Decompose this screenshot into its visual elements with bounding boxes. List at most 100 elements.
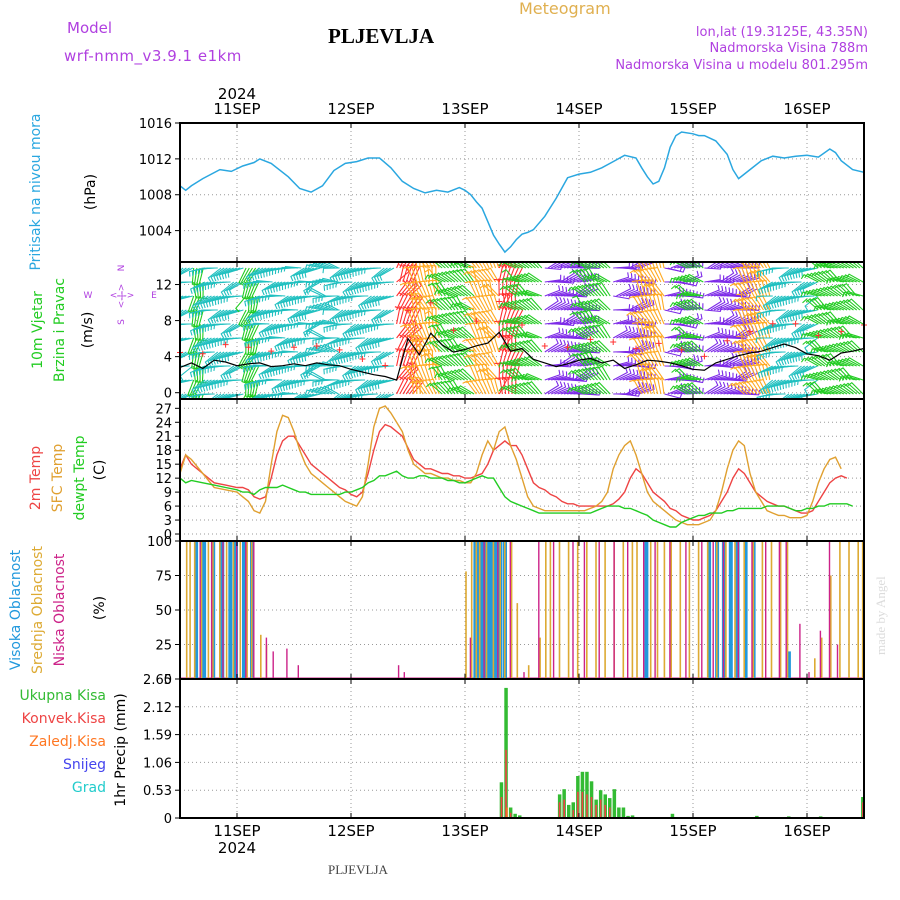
y-tick-label: 8 <box>164 315 172 330</box>
y-tick-label: 12 <box>155 472 172 487</box>
x-tick-label: 15SEP <box>669 100 716 118</box>
wind-barb <box>414 334 421 353</box>
wind-barb <box>296 280 315 286</box>
wind-barb <box>220 365 235 381</box>
wind-barb <box>514 292 533 298</box>
wind-barb <box>504 318 523 325</box>
wind-barb <box>501 348 508 367</box>
panel-frame <box>179 540 865 680</box>
gust-marker <box>541 342 548 349</box>
wind-barb <box>254 309 270 322</box>
wind-barb <box>256 393 273 399</box>
mid-cloud-bar <box>260 634 262 679</box>
wind-barb <box>225 365 241 380</box>
wind-barb <box>295 267 312 280</box>
wind-barb <box>648 321 656 339</box>
wind-barb <box>594 298 611 311</box>
wind-barb <box>279 379 296 392</box>
wind-barb <box>593 365 608 381</box>
mid-cloud-bar <box>246 541 248 679</box>
wind-barb <box>416 337 431 353</box>
mid-cloud-bar <box>663 541 666 679</box>
wind-barb <box>506 284 524 297</box>
wind-barb <box>747 353 764 367</box>
wind-barb <box>566 345 585 353</box>
wind-barb <box>582 367 598 381</box>
wind-barb <box>521 356 539 367</box>
y-tick-label: 1016 <box>139 117 172 132</box>
wind-barb <box>781 365 799 372</box>
wind-barb <box>237 351 247 370</box>
wind-barb <box>493 278 500 297</box>
wind-barb <box>474 262 481 269</box>
wind-barb <box>445 353 462 367</box>
wind-barb <box>628 337 643 353</box>
x-tick-label: 12SEP <box>327 822 374 840</box>
wind-barb <box>514 274 533 283</box>
wind-barb <box>629 371 646 381</box>
mid-cloud-bar <box>200 541 203 679</box>
wind-barb <box>644 267 659 283</box>
wind-barb <box>498 344 517 353</box>
wind-barb <box>626 311 643 325</box>
wind-barb <box>334 309 350 324</box>
wind-barb <box>524 373 543 381</box>
wind-barb <box>246 323 254 342</box>
y-tick-label: 0 <box>164 812 172 827</box>
wind-barb <box>337 351 353 365</box>
wind-barb <box>422 262 424 268</box>
gust-marker <box>633 345 639 352</box>
wind-barb <box>280 392 299 398</box>
conv-precip-bar <box>604 804 606 818</box>
wind-barb <box>424 357 443 367</box>
wind-barb <box>833 342 851 353</box>
wind-barb <box>802 382 819 395</box>
wind-barb <box>829 319 848 325</box>
wind-barb <box>814 271 832 283</box>
wind-barb <box>695 262 704 269</box>
wind-barb <box>826 278 845 284</box>
wind-barb <box>191 337 206 353</box>
wind-barb <box>241 323 248 342</box>
wind-barb <box>337 267 353 281</box>
wind-barb <box>786 351 802 364</box>
wind-barb <box>498 302 517 311</box>
wind-barb <box>189 365 206 378</box>
wind-barb <box>574 326 592 339</box>
wind-barb <box>412 379 427 395</box>
wind-barb <box>827 368 845 381</box>
conv-precip-bar <box>558 802 561 818</box>
mid-cloud-bar <box>656 541 659 679</box>
wind-barb <box>408 338 424 353</box>
gust-marker <box>199 350 206 357</box>
wind-barb <box>254 393 267 399</box>
wind-barb <box>344 365 360 380</box>
low-cloud-bar <box>297 665 299 679</box>
wind-barb <box>645 309 659 325</box>
y-tick-label: 1012 <box>139 153 172 168</box>
wind-barb <box>717 288 734 297</box>
compass-arrows-vertical: <-|-> <box>117 284 127 309</box>
wind-barb <box>332 393 340 399</box>
wind-barb <box>254 267 270 280</box>
wind-barb <box>602 262 611 269</box>
y-tick-label: 0 <box>164 528 172 543</box>
wind-barb <box>656 293 665 311</box>
wind-barb <box>334 267 350 282</box>
wind-barb <box>205 379 222 391</box>
wind-barb <box>302 365 318 380</box>
wind-barb <box>501 361 520 367</box>
wind-barb <box>748 349 758 367</box>
wind-barb <box>424 310 440 325</box>
wind-barb <box>652 308 665 325</box>
wind-barb <box>835 359 854 367</box>
wind-barb <box>845 273 864 283</box>
wind-barb <box>789 393 802 399</box>
wind-barb <box>544 327 561 339</box>
wind-barb <box>622 369 639 381</box>
wind-barb <box>378 393 388 399</box>
gust-marker <box>450 327 457 334</box>
wind-barb <box>637 268 652 283</box>
wind-barb <box>496 262 500 269</box>
wind-barb <box>569 353 586 367</box>
